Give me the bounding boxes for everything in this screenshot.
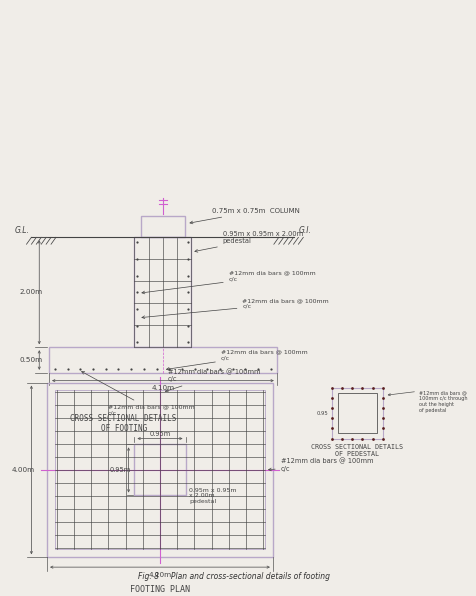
Text: 0.95: 0.95 [317, 411, 328, 415]
Text: 4.10m: 4.10m [151, 384, 174, 390]
Bar [47, 383, 272, 557]
Text: 4.10m: 4.10m [148, 572, 171, 578]
Bar [331, 387, 382, 439]
Text: 2.00m: 2.00m [20, 289, 43, 295]
Text: G.L.: G.L. [15, 226, 30, 235]
Text: 0.95m x 0.95m
x 2.00m
pedestal: 0.95m x 0.95m x 2.00m pedestal [189, 488, 237, 504]
Bar [134, 237, 191, 347]
Bar [141, 216, 184, 237]
Text: 4.00m: 4.00m [12, 467, 35, 473]
Text: Fig. 8     Plan and cross-sectional details of footing: Fig. 8 Plan and cross-sectional details … [138, 572, 329, 581]
Text: #12mm dia bars @
100mm c/c through
out the height
of pedestal: #12mm dia bars @ 100mm c/c through out t… [418, 390, 466, 413]
Bar [134, 445, 185, 495]
Text: FOOTING PLAN: FOOTING PLAN [130, 585, 189, 594]
Text: 0.95m x 0.95m x 2.00m
pedestal: 0.95m x 0.95m x 2.00m pedestal [195, 231, 302, 252]
Text: G.I.: G.I. [298, 226, 311, 235]
Text: 0.95m: 0.95m [149, 431, 170, 437]
Text: #12mm dia bars @ 100mm
c/c: #12mm dia bars @ 100mm c/c [142, 271, 315, 294]
Text: #12mm dia bars @ 100mm
c/c: #12mm dia bars @ 100mm c/c [165, 369, 260, 392]
Bar [337, 393, 376, 433]
Text: 0.95m: 0.95m [110, 467, 131, 473]
Bar [49, 347, 276, 372]
Text: #12mm dia bars @ 100mm
c/c: #12mm dia bars @ 100mm c/c [166, 349, 307, 370]
Text: #12mm dia bars @ 100mm
c/c: #12mm dia bars @ 100mm c/c [142, 298, 328, 319]
Text: CROSS SECTIONAL DETAILS
OF PEDESTAL: CROSS SECTIONAL DETAILS OF PEDESTAL [311, 445, 402, 458]
Text: #12mm dia bars @ 100mm
c/c: #12mm dia bars @ 100mm c/c [268, 458, 372, 471]
Text: 0.50m: 0.50m [20, 357, 43, 363]
Bar [55, 390, 265, 550]
Text: 0.75m x 0.75m  COLUMN: 0.75m x 0.75m COLUMN [189, 208, 299, 224]
Text: CROSS SECTIONAL DETAILS
OF FOOTING: CROSS SECTIONAL DETAILS OF FOOTING [70, 414, 177, 433]
Text: #12mm dia bars @ 100mm
c/c: #12mm dia bars @ 100mm c/c [81, 371, 194, 415]
